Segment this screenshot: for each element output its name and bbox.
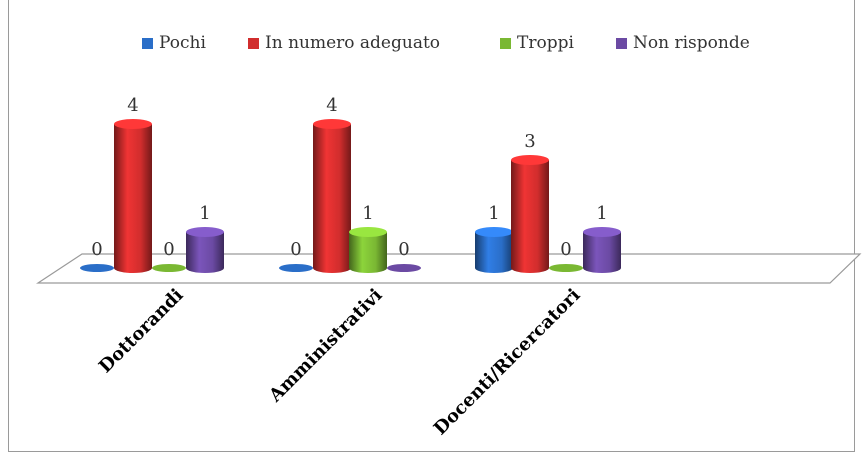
bar-docenti-ricercatori-non-risponde [583, 227, 621, 273]
data-label-docenti-ricercatori-pochi: 1 [488, 203, 499, 224]
bar-dottorandi-non-risponde [186, 227, 224, 273]
bar-docenti-ricercatori-in-numero-adeguato-body [511, 160, 549, 273]
bar-dottorandi-in-numero-adeguato-body [114, 124, 152, 273]
bar-docenti-ricercatori-troppi-disc [549, 264, 583, 272]
bar-dottorandi-in-numero-adeguato [114, 119, 152, 273]
bar-dottorandi-in-numero-adeguato-top [114, 119, 152, 129]
data-label-dottorandi-troppi: 0 [163, 239, 174, 260]
legend-item-non-risponde: Non risponde [616, 32, 750, 54]
bar-dottorandi-troppi-disc [152, 264, 186, 272]
bar-dottorandi-troppi [152, 264, 186, 272]
data-label-amministrativi-in-numero-adeguato: 4 [326, 95, 337, 116]
bar-docenti-ricercatori-pochi-body [475, 232, 513, 273]
category-label-dottorandi: Dottorandi [95, 285, 188, 378]
bar-amministrativi-in-numero-adeguato-body [313, 124, 351, 273]
data-label-docenti-ricercatori-non-risponde: 1 [596, 203, 607, 224]
bar-dottorandi-non-risponde-top [186, 227, 224, 237]
chart-legend: Pochi In numero adeguato Troppi Non risp… [0, 32, 863, 54]
legend-swatch-non-risponde [616, 37, 627, 49]
bar-dottorandi-non-risponde-body [186, 232, 224, 273]
data-label-dottorandi-non-risponde: 1 [199, 203, 210, 224]
bar-docenti-ricercatori-in-numero-adeguato-top [511, 155, 549, 165]
legend-label-pochi: Pochi [159, 33, 206, 53]
data-label-dottorandi-in-numero-adeguato: 4 [127, 95, 138, 116]
bar-docenti-ricercatori-pochi-top [475, 227, 513, 237]
bar-amministrativi-pochi [279, 264, 313, 272]
bar-docenti-ricercatori-non-risponde-top [583, 227, 621, 237]
bar-dottorandi-pochi-disc [80, 264, 114, 272]
bar-dottorandi-pochi [80, 264, 114, 272]
legend-swatch-troppi [500, 37, 511, 49]
legend-label-troppi: Troppi [517, 33, 574, 53]
legend-label-non-risponde: Non risponde [633, 33, 750, 53]
bar-amministrativi-non-risponde [387, 264, 421, 272]
legend-item-troppi: Troppi [500, 32, 574, 54]
legend-item-pochi: Pochi [142, 32, 206, 54]
bar-docenti-ricercatori-troppi [549, 264, 583, 272]
bar-amministrativi-troppi-top [349, 227, 387, 237]
bar-amministrativi-non-risponde-disc [387, 264, 421, 272]
bar-amministrativi-pochi-disc [279, 264, 313, 272]
legend-item-in-numero-adeguato: In numero adeguato [248, 32, 440, 54]
legend-swatch-pochi [142, 37, 153, 49]
bar-amministrativi-in-numero-adeguato-top [313, 119, 351, 129]
data-label-docenti-ricercatori-troppi: 0 [560, 239, 571, 260]
data-label-amministrativi-troppi: 1 [362, 203, 373, 224]
legend-label-in-numero-adeguato: In numero adeguato [265, 33, 441, 53]
legend-swatch-in-numero-adeguato [248, 37, 259, 49]
bar-amministrativi-troppi-body [349, 232, 387, 273]
data-label-dottorandi-pochi: 0 [91, 239, 102, 260]
bar-docenti-ricercatori-non-risponde-body [583, 232, 621, 273]
data-label-docenti-ricercatori-in-numero-adeguato: 3 [524, 131, 535, 152]
category-label-docenti-ricercatori: Docenti/Ricercatori [430, 285, 585, 440]
bar-amministrativi-in-numero-adeguato [313, 119, 351, 273]
chart-frame [8, 0, 855, 452]
data-label-amministrativi-non-risponde: 0 [398, 239, 409, 260]
bar-docenti-ricercatori-in-numero-adeguato [511, 155, 549, 273]
bar-docenti-ricercatori-pochi [475, 227, 513, 273]
chart-floor [35, 253, 862, 284]
bar-amministrativi-troppi [349, 227, 387, 273]
category-label-amministrativi: Amministrativi [264, 285, 386, 407]
data-label-amministrativi-pochi: 0 [290, 239, 301, 260]
